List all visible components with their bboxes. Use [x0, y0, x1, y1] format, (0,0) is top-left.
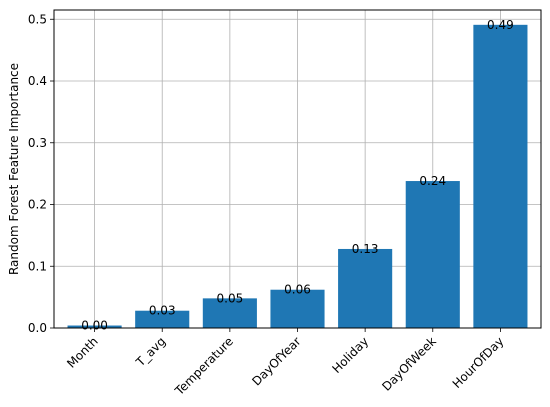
bar-month [67, 325, 122, 328]
bar-hourofday [473, 24, 528, 328]
bar-value-label: 0.00 [81, 319, 108, 333]
y-tick-label: 0.1 [28, 259, 47, 273]
x-tick-label: HourOfDay [450, 334, 507, 391]
bar-value-label: 0.13 [352, 242, 379, 256]
bar-dayofyear [270, 289, 325, 328]
bar-value-label: 0.03 [149, 304, 176, 318]
bar-value-label: 0.24 [419, 174, 446, 188]
bar-temperature [202, 298, 257, 328]
y-axis-label: Random Forest Feature Importance [7, 63, 21, 275]
bar-value-label: 0.05 [217, 291, 244, 305]
y-tick-label: 0.2 [28, 198, 47, 212]
x-tick-label: Month [64, 334, 101, 371]
grid-layer [54, 10, 541, 329]
y-tick-label: 0.5 [28, 12, 47, 26]
x-tick-label: DayOfYear [249, 334, 303, 388]
y-tick-label: 0.3 [28, 136, 47, 150]
bar-t-avg [135, 310, 190, 328]
x-tick-label: Temperature [172, 334, 236, 398]
bars-layer [67, 24, 528, 328]
bar-value-label: 0.49 [487, 18, 514, 32]
y-tick-label: 0.4 [28, 74, 47, 88]
bar-value-label: 0.06 [284, 283, 311, 297]
bar-holiday [338, 248, 393, 328]
x-tick-label: DayOfWeek [379, 334, 439, 394]
x-tick-label: T_avg [133, 334, 169, 370]
x-tick-label: Holiday [329, 334, 371, 376]
y-tick-label: 0.0 [28, 321, 47, 335]
bar-dayofweek [405, 181, 460, 328]
